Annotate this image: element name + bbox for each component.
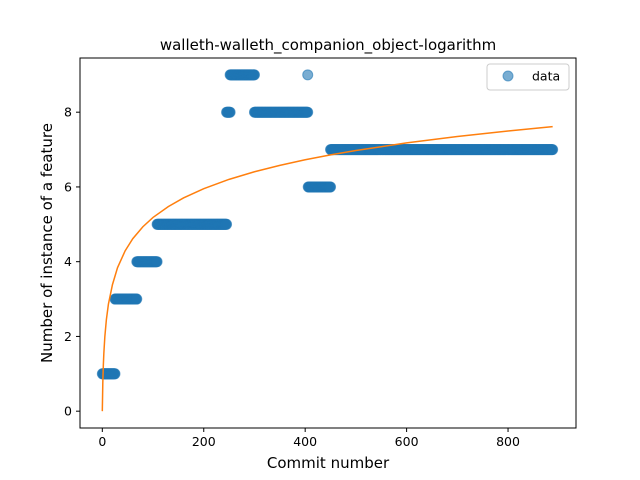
data-point (221, 218, 233, 230)
x-tick-label: 400 (293, 434, 317, 449)
x-tick-label: 600 (395, 434, 419, 449)
legend-box (486, 63, 570, 91)
axis-ticks: 0 200 400 600 800 0 2 4 6 8 (64, 105, 520, 449)
legend: data (486, 63, 570, 91)
y-axis-label: Number of instance of a feature (38, 123, 56, 363)
data-point (302, 106, 314, 118)
x-axis-label: Commit number (267, 454, 390, 472)
x-tick-label: 200 (192, 434, 216, 449)
data-point (224, 106, 236, 118)
data-point (109, 368, 121, 380)
y-tick-label: 8 (64, 105, 72, 120)
data-point (248, 69, 260, 81)
plot-area (80, 58, 576, 428)
legend-label-data: data (532, 69, 560, 84)
legend-marker-data (502, 70, 514, 82)
chart-marks (96, 69, 559, 412)
data-point (325, 181, 337, 193)
data-point (151, 256, 163, 268)
chart-title: walleth-walleth_companion_object-logarit… (160, 36, 496, 55)
x-tick-label: 0 (98, 434, 106, 449)
y-tick-label: 2 (64, 329, 72, 344)
y-tick-label: 6 (64, 179, 72, 194)
y-tick-label: 4 (64, 254, 72, 269)
plot-frame (79, 57, 577, 429)
x-tick-label: 800 (496, 434, 520, 449)
y-tick-label: 0 (64, 404, 72, 419)
fit-line (101, 125, 553, 412)
data-point (547, 144, 559, 156)
data-point (302, 69, 314, 81)
data-point (131, 293, 143, 305)
